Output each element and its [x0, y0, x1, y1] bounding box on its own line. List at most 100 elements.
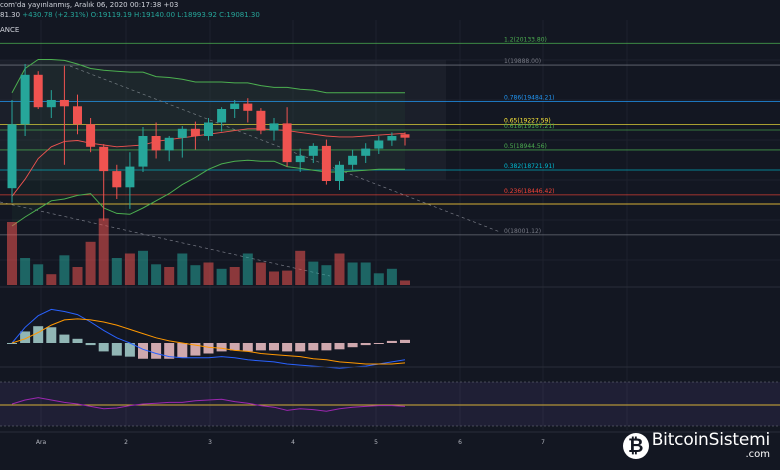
candle-body [361, 148, 371, 156]
macd-histogram-bar [400, 339, 410, 343]
volume-bar [98, 218, 109, 285]
macd-histogram-bar [151, 343, 162, 359]
macd-histogram-bar [269, 343, 279, 351]
volume-bar [20, 258, 31, 285]
volume-bar [400, 280, 410, 285]
volume-bar [321, 265, 332, 285]
macd-histogram-bar [177, 343, 188, 358]
macd-signal-line [11, 318, 406, 365]
macd-histogram-bar [321, 343, 332, 351]
macd-histogram-bar [373, 343, 384, 344]
candle-body [190, 128, 200, 136]
fib-label: 0.382(18721.91) [504, 163, 555, 170]
last-price: 81.30 [0, 11, 21, 19]
macd-histogram-bar [386, 340, 397, 343]
rsi-line [11, 397, 406, 412]
macd-histogram-bar [347, 343, 358, 348]
candle-body [400, 134, 410, 138]
volume-bar [85, 241, 96, 285]
macd-histogram-bar [229, 343, 240, 351]
volume-bar [164, 267, 175, 285]
fib-label: 0.786(19484.21) [504, 94, 555, 101]
candle-body [295, 155, 305, 163]
logo-name: BitcoinSistemi [651, 430, 770, 450]
macd-histogram-bar [216, 343, 227, 352]
macd-histogram-bar [46, 327, 57, 343]
ohlc-values: O:19119.19 H:19140.00 L:18993.92 C:19081… [90, 11, 260, 19]
macd-histogram-bar [111, 343, 122, 356]
macd-histogram-bar [360, 343, 371, 346]
rsi-pane [0, 381, 780, 427]
candle-body [217, 109, 227, 123]
macd-histogram-bar [138, 343, 148, 359]
candle-body [151, 136, 161, 151]
macd-histogram-bar [72, 338, 83, 343]
candle-body [256, 110, 266, 131]
candle-body [387, 136, 397, 141]
ohlc-line: 81.30 +430.78 (+2.31%) O:19119.19 H:1914… [0, 11, 260, 19]
volume-bar [7, 222, 17, 285]
candle-body [348, 155, 358, 165]
volume-bar [308, 261, 319, 285]
volume-bar [242, 253, 253, 285]
candle-body [269, 123, 279, 131]
time-axis: Ara2345678 [0, 286, 780, 446]
volume-bar [255, 262, 266, 285]
volume-bar [33, 264, 44, 285]
macd-histogram-bar [255, 343, 266, 351]
volume-bar [386, 268, 397, 285]
macd-histogram-bar [242, 343, 253, 352]
candle-body [33, 74, 43, 108]
volume-bar [177, 253, 188, 285]
volume-bar [360, 262, 371, 285]
volume-bar [124, 253, 135, 285]
time-axis-label: 4 [291, 439, 295, 446]
macd-histogram-bar [164, 343, 175, 359]
candle-body [112, 171, 122, 188]
candle-body [321, 145, 331, 181]
volume-bar [216, 268, 227, 285]
macd-histogram-bar [282, 343, 293, 352]
volume-bar [269, 271, 279, 285]
rsi-band [0, 382, 780, 426]
macd-histogram-bar [190, 343, 201, 356]
fib-label: 1.2(20133.80) [504, 36, 547, 43]
candle-body [374, 140, 384, 149]
candle-body [99, 146, 109, 172]
fib-label: 0(18001.12) [504, 228, 541, 235]
candlestick-series [7, 64, 410, 221]
volume-bar [203, 262, 214, 285]
candle-body [230, 103, 240, 109]
macd-histogram-bar [308, 343, 319, 351]
volume-bar [334, 253, 345, 285]
time-axis-label: Ara [36, 439, 47, 446]
volume-bar [373, 273, 384, 285]
macd-histogram-bar [334, 343, 345, 350]
candle-body [164, 137, 174, 151]
macd-histogram-bar [295, 343, 306, 352]
macd-histogram-bar [20, 331, 31, 343]
candle-body [308, 145, 318, 156]
candle-body [7, 124, 17, 189]
candle-body [125, 166, 135, 188]
fib-label: 0.5(18944.56) [504, 143, 547, 150]
macd-histogram-bar [124, 343, 135, 357]
candle-body [86, 124, 96, 147]
fib-label: 0.65(19227.59) [504, 117, 551, 124]
indicator-title: ANCE [0, 26, 20, 34]
volume-bar [282, 270, 293, 285]
time-axis-label: 7 [541, 439, 545, 446]
time-axis-label: 3 [208, 439, 212, 446]
fib-label: 0.618(19167.21) [504, 123, 555, 130]
bollinger-upper [11, 59, 405, 94]
macd-histogram-bar [85, 343, 96, 346]
volume-bar [295, 250, 306, 285]
candle-body [46, 100, 56, 108]
macd-histogram-bar [59, 334, 70, 343]
volume-bar [229, 267, 240, 285]
candle-body [138, 136, 148, 167]
logo-sub: .com [745, 449, 770, 460]
time-axis-label: 5 [374, 439, 378, 446]
volume-bar [111, 258, 122, 285]
